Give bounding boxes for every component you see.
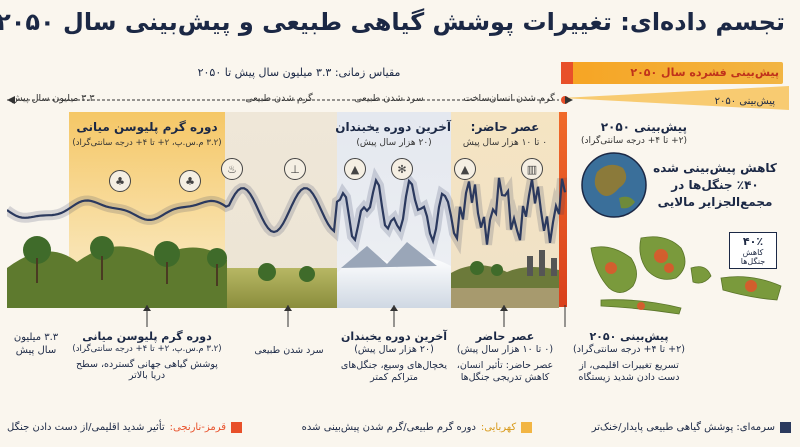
forecast-divider-bar: [560, 112, 568, 307]
bottom-pliocene-title: دوره گرم پلیوسن میانی: [83, 330, 213, 343]
forecast-banner: [572, 62, 784, 84]
legend-navy-text: سرمه‌ای: پوشش گیاهی طبیعی پایدار/خنک‌تر: [592, 422, 776, 433]
red-marker-tab: [562, 62, 574, 84]
bottom-present: عصر حاضر (۰ تا ۱۰ هزار سال پیش) عصر حاضر…: [452, 330, 560, 384]
present-caption-title: عصر حاضر:: [471, 120, 541, 134]
landscape-icon: ▲: [455, 158, 477, 180]
era-label-natural-warming: گرم شدن طبیعی: [246, 93, 314, 104]
landscape-strip: [8, 236, 560, 308]
page-title: تجسم داده‌ای: تغییرات پوشش گیاهی طبیعی و…: [0, 8, 786, 36]
era-label-natural-cooling: سرد شدن طبیعی: [355, 93, 425, 104]
legend-red-key: قرمز-نارنجی:: [170, 422, 228, 433]
forecast-panel-title: پیش‌بینی ۲۰۵۰: [601, 120, 688, 134]
legend-item-red: قرمز-نارنجی: تأثیر شدید اقلیمی/از دست دا…: [8, 422, 244, 433]
snowflake-icon: ✻: [392, 158, 414, 180]
bottom-lgm-title: آخرین دوره یخبندان: [341, 330, 449, 343]
forecast-wedge: [562, 86, 790, 110]
bottom-present-sub: (۰ تا ۱۰ هزار سال پیش): [457, 343, 555, 355]
bottom-forecast-title: پیش‌بینی ۲۰۵۰: [590, 330, 670, 343]
bottom-lgm-sub: (۲۰ هزار سال پیش): [355, 343, 435, 355]
legend-swatch-navy: [781, 422, 792, 433]
era-label-anthropogenic-warming: گرم شدن انسان‌ساخت: [464, 93, 556, 104]
legend: سرمه‌ای: پوشش گیاهی طبیعی پایدار/خنک‌تر …: [8, 422, 792, 433]
forecast-claim: کاهش پیش‌بینی شده ۴۰٪ جنگل‌ها در مجمع‌ال…: [654, 161, 778, 209]
present-caption-sub: ۰ تا ۱۰ هزار سال پیش: [463, 138, 549, 148]
map-badge-text: کاهش جنگل‌ها: [741, 248, 767, 266]
bottom-arrows: [144, 305, 567, 327]
bottom-pliocene: دوره گرم پلیوسن میانی (۳.۲ م.س.پ، ۲+ تا …: [70, 330, 226, 382]
legend-item-navy: سرمه‌ای: پوشش گیاهی طبیعی پایدار/خنک‌تر: [593, 422, 792, 433]
fire-icon: ♨: [222, 158, 244, 180]
legend-amber-key: کهربایی:: [481, 422, 518, 433]
forecast-2050-label: پیش‌بینی ۲۰۵۰: [715, 96, 776, 107]
mountain-icon: ▲: [345, 158, 367, 180]
pliocene-caption-title: دوره گرم پلیوسن میانی: [77, 120, 219, 134]
legend-swatch-amber: [522, 422, 534, 433]
lgm-caption-title: آخرین دوره یخبندان: [336, 120, 452, 134]
bottom-pliocene-sub: (۳.۲ م.س.پ، ۲+ تا ۴+ درجه سانتی‌گراد): [73, 343, 223, 354]
legend-red-text: تأثیر شدید اقلیمی/از دست دادن جنگل: [8, 422, 166, 433]
legend-swatch-red: [232, 422, 244, 433]
timeline-start-label: ۳.۳ میلیون سال پیش: [12, 93, 96, 104]
factory-icon: ▥: [522, 158, 544, 180]
vegetation-line-chart: [8, 167, 568, 258]
forecast-intensified-label: پیش‌بینی فشرده سال ۲۰۵۰: [631, 66, 780, 79]
map-badge: ۴۰٪ کاهش جنگل‌ها: [730, 232, 778, 269]
bottom-forecast: پیش‌بینی ۲۰۵۰ (۲+ تا ۴+ درجه سانتی‌گراد)…: [570, 330, 690, 384]
map-badge-percent: ۴۰٪: [743, 235, 765, 248]
bottom-forecast-sub: (۲+ تا ۴+ درجه سانتی‌گراد): [574, 343, 686, 355]
bottom-start-label: ۳.۳ میلیون سال پیش: [14, 332, 60, 356]
bottom-present-title: عصر حاضر: [476, 330, 536, 343]
vegetation-band: [8, 167, 568, 258]
legend-item-amber: کهربایی: دوره گرم طبیعی/گرم شدن پیش‌بینی…: [302, 422, 534, 433]
time-scale-label: مقیاس زمانی: ۳.۳ میلیون سال پیش تا ۲۰۵۰: [198, 66, 402, 79]
bottom-cooling: سرد شدن طبیعی: [255, 345, 325, 356]
pliocene-caption-sub: (۳.۲ م.س.پ، ۲+ تا ۴+ درجه سانتی‌گراد): [73, 138, 223, 148]
bottom-forecast-desc: تسریع تغییرات اقلیمی، از دست دادن شدید ز…: [579, 359, 681, 383]
forecast-panel-sub: (۲+ تا ۴+ درجه سانتی‌گراد): [582, 136, 688, 146]
bottom-lgm: آخرین دوره یخبندان (۲۰ هزار سال پیش) یخچ…: [338, 330, 452, 384]
thermometer-icon: ⊥: [285, 158, 307, 180]
timeline-axis: [8, 96, 574, 104]
legend-amber-text: دوره گرم طبیعی/گرم شدن پیش‌بینی شده: [302, 422, 477, 433]
bottom-lgm-desc: یخچال‌های وسیع، جنگل‌های متراکم کمتر: [341, 359, 449, 383]
bottom-pliocene-desc: پوشش گیاهی جهانی گسترده، سطح دریا بالاتر: [77, 358, 219, 382]
bottom-present-desc: عصر حاضر: تأثیر انسان، کاهش تدریجی جنگل‌…: [457, 359, 555, 383]
vegetation-series-line: [8, 177, 568, 245]
lgm-caption-sub: (۲۰ هزار سال پیش): [357, 138, 433, 148]
tree-icon: ♣: [180, 170, 202, 192]
tree-icon: ♣: [110, 170, 132, 192]
malay-archipelago-map: [591, 236, 783, 315]
globe-icon: [582, 152, 648, 218]
